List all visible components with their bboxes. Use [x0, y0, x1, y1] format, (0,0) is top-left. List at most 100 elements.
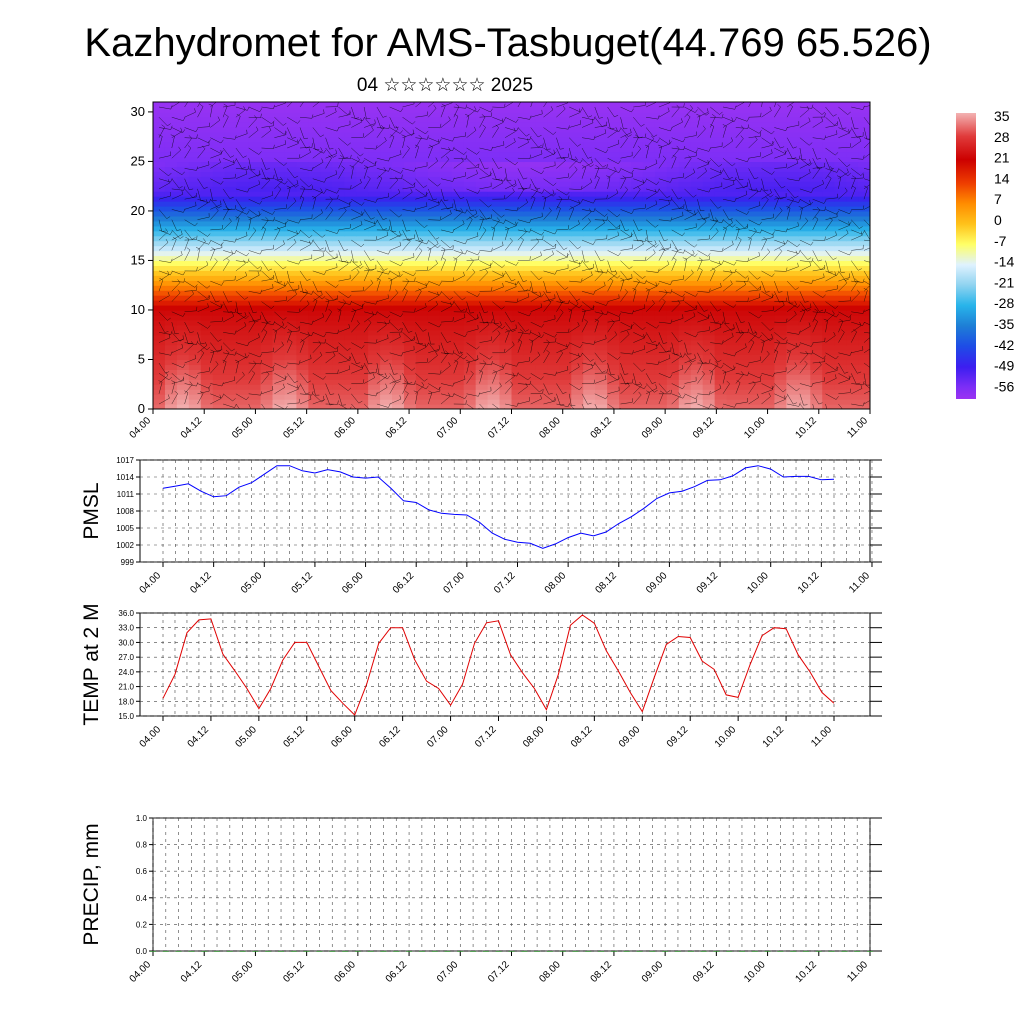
- heatmap-cell: [416, 399, 429, 405]
- heatmap-cell: [751, 270, 764, 276]
- heatmap-cell: [416, 226, 429, 232]
- heatmap-cell: [810, 335, 823, 341]
- wind-barb-flag: [846, 411, 850, 413]
- heatmap-cell: [846, 374, 859, 380]
- heatmap-cell: [595, 251, 608, 257]
- heatmap-cell: [488, 236, 501, 242]
- heatmap-cell: [774, 251, 787, 257]
- heatmap-cell: [512, 196, 525, 202]
- heatmap-cell: [655, 260, 668, 266]
- heatmap-cell: [189, 320, 202, 326]
- heatmap-cell: [165, 161, 178, 167]
- heatmap-cell: [559, 102, 572, 108]
- heatmap-cell: [679, 132, 692, 138]
- heatmap-cell: [380, 186, 393, 192]
- heatmap-cell: [762, 152, 775, 158]
- heatmap-cell: [189, 176, 202, 182]
- heatmap-cell: [643, 122, 656, 128]
- heatmap-cell: [523, 251, 536, 257]
- heatmap-cell: [428, 260, 441, 266]
- heatmap-cell: [225, 285, 238, 291]
- heatmap-cell: [452, 399, 465, 405]
- heatmap-cell: [344, 161, 357, 167]
- heatmap-cell: [368, 364, 381, 370]
- heatmap-cell: [416, 270, 429, 276]
- heatmap-cell: [571, 176, 584, 182]
- heatmap-cell: [631, 201, 644, 207]
- heatmap-cell: [727, 147, 740, 153]
- heatmap-cell: [667, 364, 680, 370]
- heatmap-cell: [392, 156, 405, 162]
- heatmap-cell: [774, 181, 787, 187]
- heatmap-cell: [177, 201, 190, 207]
- heatmap-cell: [404, 186, 417, 192]
- heatmap-cell: [296, 171, 309, 177]
- heatmap-cell: [559, 107, 572, 113]
- heatmap-cell: [774, 359, 787, 365]
- heatmap-cell: [153, 350, 166, 356]
- heatmap-cell: [751, 152, 764, 158]
- heatmap-cell: [177, 345, 190, 351]
- heatmap-cell: [739, 171, 752, 177]
- heatmap-cell: [571, 156, 584, 162]
- heatmap-cell: [308, 345, 321, 351]
- heatmap-cell: [523, 300, 536, 306]
- heatmap-cell: [727, 201, 740, 207]
- heatmap-cell: [380, 152, 393, 158]
- heatmap-cell: [416, 260, 429, 266]
- heatmap-cell: [177, 127, 190, 133]
- heatmap-cell: [523, 394, 536, 400]
- heatmap-cell: [213, 270, 226, 276]
- heatmap-cell: [523, 176, 536, 182]
- heatmap-cell: [440, 355, 453, 361]
- heatmap-cell: [392, 310, 405, 316]
- heatmap-cell: [404, 221, 417, 227]
- heatmap-cell: [512, 142, 525, 148]
- heatmap-cell: [392, 211, 405, 217]
- heatmap-cell: [428, 107, 441, 113]
- heatmap-cell: [225, 161, 238, 167]
- heatmap-cell: [344, 171, 357, 177]
- heatmap-cell: [774, 290, 787, 296]
- heatmap-cell: [308, 320, 321, 326]
- heatmap-cell: [547, 176, 560, 182]
- heatmap-cell: [619, 241, 632, 247]
- heatmap-cell: [296, 260, 309, 266]
- heatmap-cell: [858, 285, 871, 291]
- heatmap-cell: [476, 379, 489, 385]
- heatmap-cell: [774, 355, 787, 361]
- heatmap-cell: [368, 231, 381, 237]
- heatmap-cell: [225, 369, 238, 375]
- heatmap-cell: [177, 112, 190, 118]
- heatmap-cell: [547, 399, 560, 405]
- heatmap-cell: [368, 384, 381, 390]
- heatmap-cell: [583, 379, 596, 385]
- heatmap-cell: [189, 161, 202, 167]
- heatmap-cell: [320, 364, 333, 370]
- heatmap-cell: [523, 325, 536, 331]
- heatmap-cell: [595, 176, 608, 182]
- heatmap-cell: [583, 132, 596, 138]
- heatmap-cell: [512, 335, 525, 341]
- heatmap-cell: [739, 340, 752, 346]
- heatmap-cell: [368, 345, 381, 351]
- heatmap-cell: [762, 260, 775, 266]
- heatmap-cell: [153, 196, 166, 202]
- heatmap-cell: [727, 305, 740, 311]
- heatmap-cell: [512, 355, 525, 361]
- heatmap-cell: [488, 137, 501, 143]
- heatmap-cell: [428, 156, 441, 162]
- heatmap-cell: [237, 335, 250, 341]
- heatmap-cell: [296, 265, 309, 271]
- heatmap-cell: [416, 290, 429, 296]
- heatmap-cell: [237, 102, 250, 108]
- heatmap-cell: [810, 270, 823, 276]
- heatmap-cell: [595, 320, 608, 326]
- heatmap-cell: [428, 112, 441, 118]
- heatmap-cell: [464, 181, 477, 187]
- heatmap-cell: [296, 221, 309, 227]
- heatmap-cell: [643, 295, 656, 301]
- heatmap-cell: [774, 325, 787, 331]
- heatmap-cell: [786, 186, 799, 192]
- heatmap-cell: [571, 132, 584, 138]
